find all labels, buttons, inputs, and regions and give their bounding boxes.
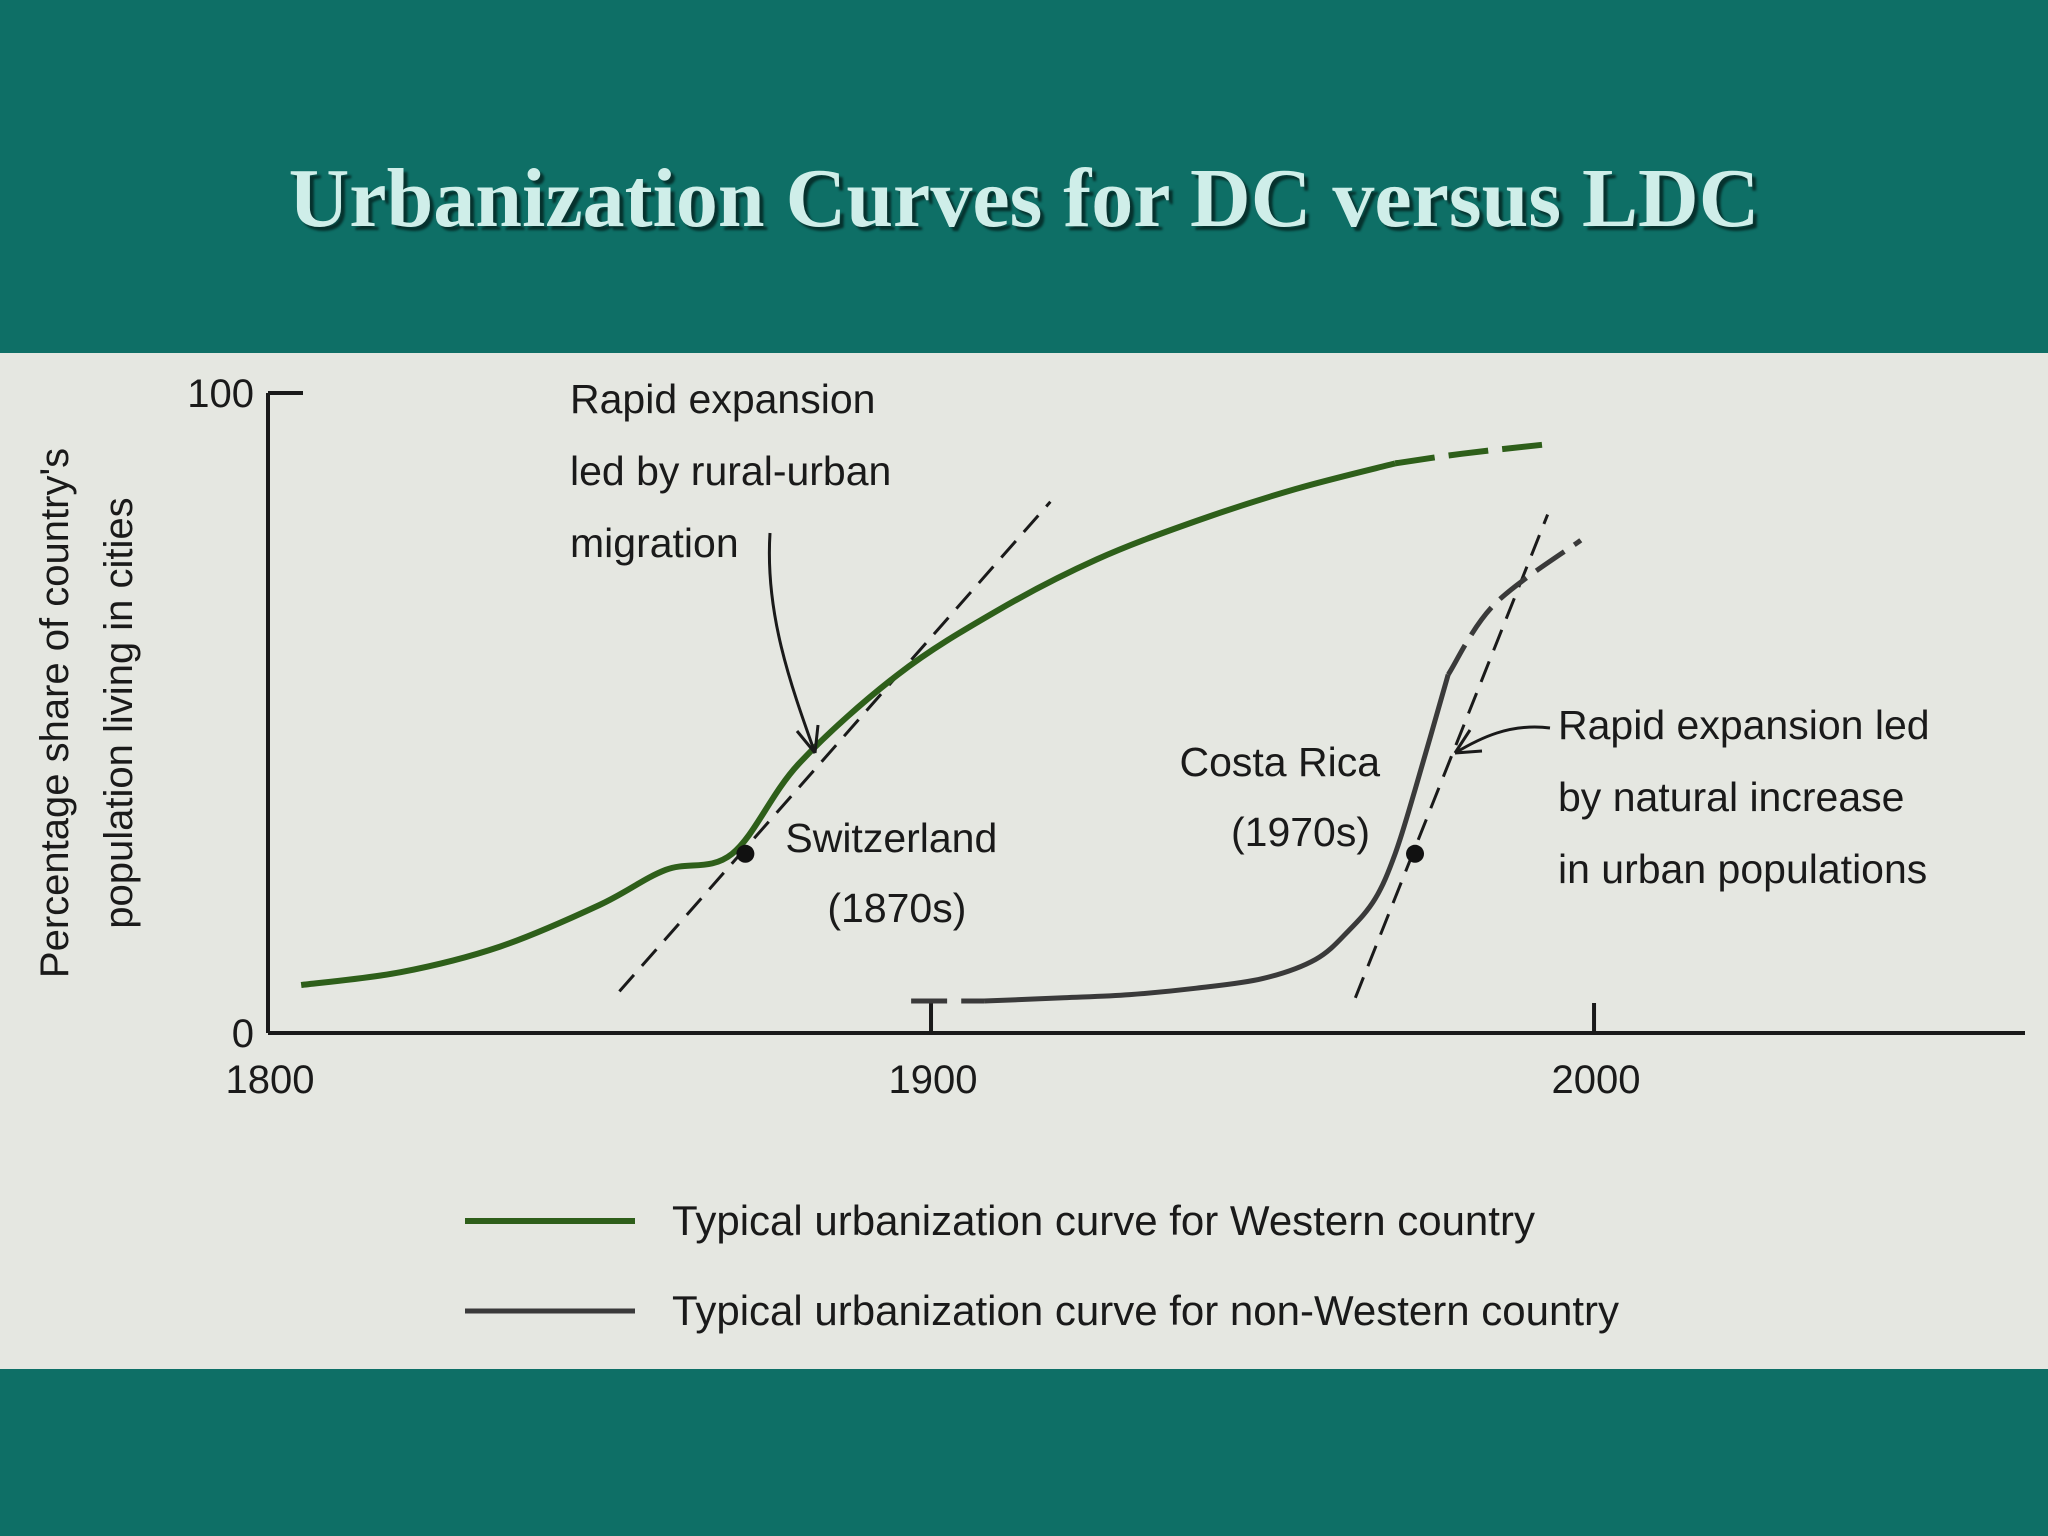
annotation-natural-increase-line-1: Rapid expansion led (1558, 702, 1930, 748)
series-layer (300, 441, 1583, 1004)
annotation-rural-urban-line-2: led by rural-urban (570, 448, 891, 494)
annotation-rural-urban-arrowhead (795, 724, 820, 754)
figure-panel: 1800 1900 2000 0 100 Percentage share of coun… (0, 353, 2048, 1369)
y-tick-label-100: 100 (187, 372, 254, 416)
annotation-layer: Switzerland (1870s) Costa Rica (1970s) Rapid… (570, 376, 1930, 931)
y-axis-label-line-2: population living in cities (97, 497, 141, 928)
annotation-natural-increase-line-3: in urban populations (1558, 846, 1927, 892)
y-axis-label: Percentage share of country's population … (33, 448, 141, 978)
legend: Typical urbanization curve for Western c… (465, 1197, 1619, 1334)
switzerland-label-line-2: (1870s) (827, 885, 966, 931)
annotation-natural-increase-arrowhead (1453, 729, 1483, 755)
tangent-line-1 (618, 500, 1052, 993)
non-western-curve (983, 673, 1451, 1004)
western-curve (300, 460, 1396, 988)
legend-item-2: Typical urbanization curve for non-Weste… (672, 1287, 1619, 1334)
annotation-rural-urban-line-3: migration (570, 520, 739, 566)
slide-title: Urbanization Curves for DC versus LDC (288, 152, 1760, 245)
switzerland-point (736, 844, 755, 863)
x-tick-label-2000: 2000 (1552, 1058, 1641, 1102)
y-tick-label-0: 0 (232, 1012, 254, 1056)
annotation-natural-increase-line-2: by natural increase (1558, 774, 1904, 820)
annotation-rural-urban-arrow (767, 532, 817, 754)
x-tick-label-1800: 1800 (226, 1058, 315, 1102)
western-curve-projection (1394, 441, 1548, 467)
y-axis-label-line-1: Percentage share of country's (33, 448, 77, 978)
axes: 1800 1900 2000 0 100 Percentage share of coun… (33, 372, 2025, 1102)
urbanization-chart: 1800 1900 2000 0 100 Percentage share of coun… (33, 372, 2025, 1334)
x-tick-label-1900: 1900 (889, 1058, 978, 1102)
switzerland-label-line-1: Switzerland (785, 815, 997, 861)
annotation-rural-urban-line-1: Rapid expansion (570, 376, 875, 422)
legend-item-1: Typical urbanization curve for Western c… (672, 1197, 1535, 1244)
costa-rica-label-line-1: Costa Rica (1180, 739, 1381, 785)
tangent-line-2 (1353, 514, 1550, 999)
costa-rica-label-line-2: (1970s) (1231, 809, 1370, 855)
annotation-natural-increase-arrow (1454, 725, 1551, 755)
non-western-curve-projection (1446, 538, 1583, 676)
costa-rica-point (1406, 844, 1425, 863)
